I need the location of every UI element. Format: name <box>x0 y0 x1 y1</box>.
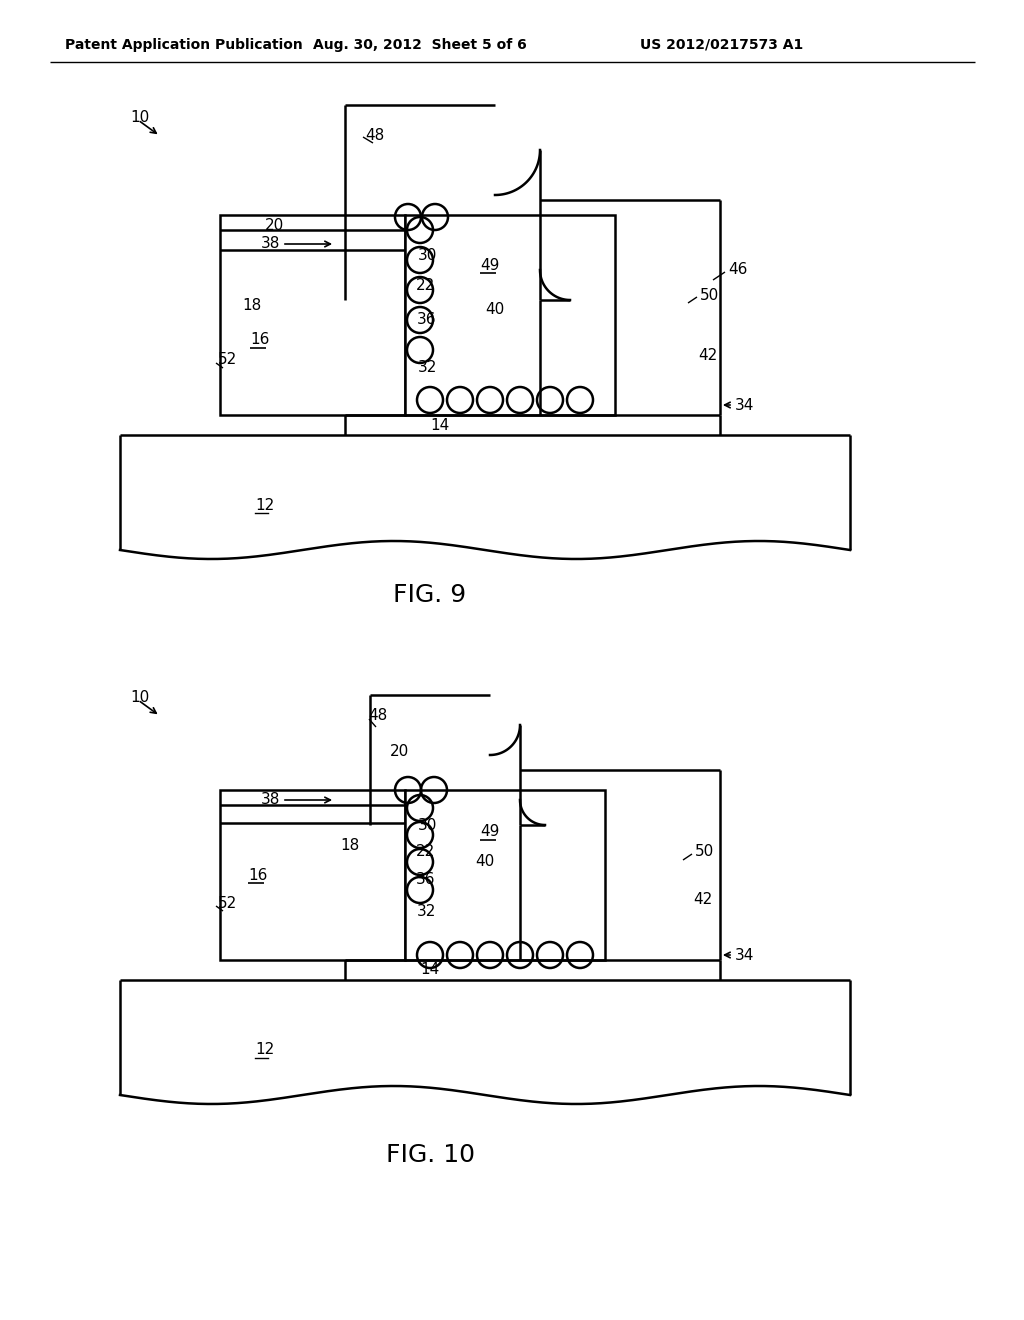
Text: FIG. 9: FIG. 9 <box>393 583 467 607</box>
Text: 36: 36 <box>417 313 436 327</box>
Text: 18: 18 <box>340 837 359 853</box>
Text: 46: 46 <box>728 263 748 277</box>
Text: 32: 32 <box>418 360 437 375</box>
Bar <box>406 215 615 414</box>
Text: 42: 42 <box>698 347 717 363</box>
Text: 16: 16 <box>250 333 269 347</box>
Text: 30: 30 <box>418 817 437 833</box>
Text: 10: 10 <box>130 690 150 705</box>
Text: 40: 40 <box>485 302 504 318</box>
Text: 20: 20 <box>265 218 285 232</box>
Text: 48: 48 <box>365 128 384 143</box>
Text: FIG. 10: FIG. 10 <box>385 1143 474 1167</box>
Text: US 2012/0217573 A1: US 2012/0217573 A1 <box>640 38 803 51</box>
Text: 22: 22 <box>416 277 435 293</box>
Text: 34: 34 <box>735 948 755 962</box>
Text: 22: 22 <box>416 845 435 859</box>
Bar <box>406 789 605 960</box>
Text: 52: 52 <box>218 895 238 911</box>
Text: 16: 16 <box>248 867 267 883</box>
Text: 49: 49 <box>480 257 500 272</box>
Text: 50: 50 <box>700 288 719 302</box>
Text: 18: 18 <box>242 297 261 313</box>
Text: 20: 20 <box>390 744 410 759</box>
Text: 50: 50 <box>695 845 715 859</box>
Text: 38: 38 <box>261 792 280 808</box>
Text: 38: 38 <box>261 236 280 252</box>
Text: 40: 40 <box>475 854 495 870</box>
Text: Aug. 30, 2012  Sheet 5 of 6: Aug. 30, 2012 Sheet 5 of 6 <box>313 38 527 51</box>
Text: 34: 34 <box>735 397 755 412</box>
Bar <box>220 789 406 960</box>
Text: 32: 32 <box>417 904 436 920</box>
Text: 49: 49 <box>480 825 500 840</box>
Text: 12: 12 <box>255 1043 274 1057</box>
Text: 36: 36 <box>416 873 435 887</box>
Text: Patent Application Publication: Patent Application Publication <box>65 38 303 51</box>
Text: 52: 52 <box>218 352 238 367</box>
Text: 42: 42 <box>693 892 713 908</box>
Text: 48: 48 <box>368 708 387 722</box>
Text: 14: 14 <box>421 962 439 978</box>
Text: 12: 12 <box>255 498 274 512</box>
Bar <box>220 215 406 414</box>
Text: 30: 30 <box>418 248 437 263</box>
Text: 10: 10 <box>130 111 150 125</box>
Text: 14: 14 <box>430 417 450 433</box>
